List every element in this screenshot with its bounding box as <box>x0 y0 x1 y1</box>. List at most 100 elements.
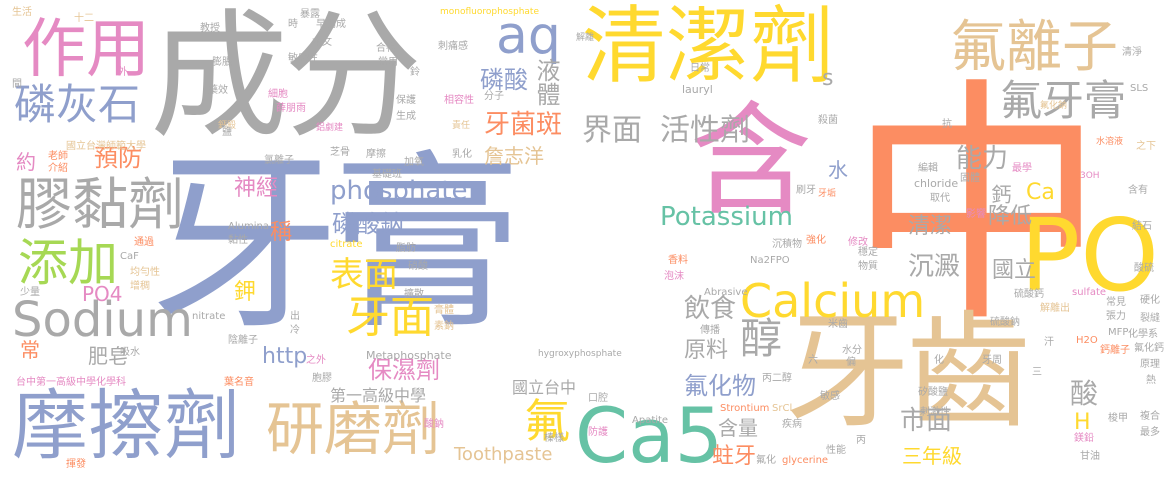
word-shi-mian: 市面 <box>900 406 953 436</box>
word-lv-ju-jian: 鋁劇建 <box>316 123 344 133</box>
word-h: H <box>1074 410 1091 435</box>
word-sheng-huo: 生活 <box>12 7 32 18</box>
word-ya-gou: 牙垢 <box>818 189 837 199</box>
word-ling: 鈴 <box>410 67 420 78</box>
word-po: PO <box>1020 197 1160 314</box>
word-tong-guo: 通過 <box>134 237 154 248</box>
word-bao-lu: 暴露 <box>300 9 320 20</box>
word-jiao-nian-ji: 膠黏劑 <box>16 173 184 238</box>
word-jia: 鉀 <box>234 280 257 305</box>
word-chloride: chloride <box>914 177 959 190</box>
word-cheng-gou: 增稠 <box>130 281 150 292</box>
word-tai-zhong-di-yi: 台中第一高級中學化學科 <box>16 377 126 388</box>
word-re: 熱 <box>1146 375 1156 386</box>
word-hui-fa: 揮發 <box>66 459 86 470</box>
word-qing-jie-ji: 清潔劑 <box>582 0 835 95</box>
word-gan-you: 甘油 <box>1080 451 1100 462</box>
word-ya-mian: 牙面 <box>346 292 434 343</box>
word-liu: 六 <box>808 355 818 366</box>
word-ri-chang: 日常 <box>690 63 710 74</box>
word-di-yi-gao: 第一高級中學 <box>330 386 427 405</box>
word-shui-rong-ye: 水溶液 <box>1096 137 1124 147</box>
word-wu-zhi: 物質 <box>858 261 878 272</box>
word-aq: aq <box>496 6 561 66</box>
word-chu: 出 <box>290 311 300 322</box>
word-yue: 約 <box>16 150 36 174</box>
word-ji-chu: 基礎班 <box>372 169 402 180</box>
word-lin-hui-shi: 磷灰石 <box>14 80 141 129</box>
word-sha-jun: 殺菌 <box>818 115 838 126</box>
word-ru-hua: 乳化 <box>452 149 472 160</box>
word-lao-shi: 老師 <box>48 151 68 162</box>
word-wai: 外 <box>118 67 128 78</box>
word-xiao-suan: 硝酸 <box>408 261 428 272</box>
word-hua-xue-xi: 化學系 <box>1128 329 1158 340</box>
word-fei-zao: 肥皂 <box>88 344 128 368</box>
word-zhi-gu: 芝骨 <box>330 147 350 158</box>
word-apatite: Apatite <box>632 415 669 426</box>
word-glycerine: glycerine <box>782 455 829 466</box>
word-qing-jing: 清淨 <box>1122 47 1142 58</box>
word-chang-jian: 常見 <box>1106 297 1126 308</box>
word-lie-feng: 裂縫 <box>1140 313 1160 324</box>
word-liu-suan-na2: 硫酸鈉 <box>990 317 1020 328</box>
word-ya-gao: 牙膏 <box>150 134 522 355</box>
word-nitrate: nitrate <box>192 311 226 322</box>
word-suan-liu: 酸硫 <box>1134 263 1154 274</box>
word-shen-jing: 神經 <box>234 176 279 201</box>
word-qing-jie: 清潔 <box>908 214 953 239</box>
word-hygroxyphosphate: hygroxyphosphate <box>538 349 622 359</box>
word-sulfate: sulfate <box>1072 287 1107 298</box>
word-shui: 水 <box>828 158 848 182</box>
word-ya-zhou: 牙周 <box>982 355 1002 366</box>
word-chang-yong: 常用 <box>378 57 398 68</box>
word-chen-dian: 沉澱 <box>908 252 961 282</box>
word-xiang-rong-xing: 相容性 <box>444 95 474 106</box>
word-xiu-ya: 刷牙 <box>796 185 816 196</box>
word-zhu-ya: 蛀牙 <box>712 444 757 469</box>
word-monofluorophosphate: monofluorophosphate <box>440 7 539 17</box>
word-jian2: 鹽 <box>222 127 232 138</box>
word-fu-hua-nv: 氟化鈉 <box>1040 101 1068 111</box>
word-bao-hu: 保護 <box>396 95 416 106</box>
word-pian: 偏 <box>846 357 856 368</box>
word-caf: CaF <box>120 251 139 262</box>
word-fu-jia: 梭甲 <box>1108 413 1128 424</box>
word-ci-ji-xing: 刺激性 <box>920 407 950 418</box>
word-fang-hu: 防護 <box>588 427 608 438</box>
word-ke-dian: 鈣殿 <box>218 121 237 131</box>
word-fu-lu: 膨脹 <box>212 57 232 68</box>
word-xi-bao: 細胞 <box>268 89 288 100</box>
word-toothpaste: Toothpaste <box>454 444 553 465</box>
word-ben-wen: 本文 <box>312 37 332 48</box>
word-zhi-wai: 之外 <box>306 355 326 366</box>
word-biao-mian: 表面 <box>330 255 398 295</box>
word-phosphate: phosphate <box>330 176 468 206</box>
word-jian-jia: 鎂鉛 <box>1074 433 1094 444</box>
word-zhe-jun: 榛樣 <box>544 433 564 444</box>
word-sheng-cheng: 生成 <box>396 111 416 122</box>
word-liu-suan-gai: 硫酸鈣 <box>1014 289 1044 300</box>
word-lauryl: lauryl <box>682 83 713 96</box>
word-yin-shi: 飲食 <box>684 294 737 324</box>
word-su-na: 素鈉 <box>434 321 454 332</box>
word-jie-mian: 界面 <box>582 113 642 148</box>
word-zao-kai-cheng: 早開成 <box>316 19 346 30</box>
word-kuo-san: 擴散 <box>404 289 424 300</box>
word-gai-li-zi: 鈣離子 <box>1100 345 1130 356</box>
word-zhao-jian: 胞膠 <box>312 373 332 384</box>
word-cheng: 稱 <box>270 220 293 245</box>
word-mi-chi: 米齒 <box>828 319 848 330</box>
word-kou-qiang: 口腔 <box>588 393 608 404</box>
word-suan: 酸 <box>1070 377 1099 410</box>
word-qu-dai: 取代 <box>930 193 950 204</box>
word-pao-mo: 泡沫 <box>664 271 684 282</box>
word-calcium: Calcium <box>740 274 926 328</box>
word-alumina: Alumina <box>228 221 269 232</box>
word-chun: 醇 <box>740 314 783 363</box>
word-min-gan-xing: 敏感性 <box>288 53 318 64</box>
word-xi-shui: 吸水 <box>120 347 140 358</box>
word-gai: 鈣 <box>988 184 1012 204</box>
word-mo-ca-ji: 摩擦劑 <box>12 381 240 470</box>
word-yuan-li: 原理 <box>1140 359 1160 370</box>
